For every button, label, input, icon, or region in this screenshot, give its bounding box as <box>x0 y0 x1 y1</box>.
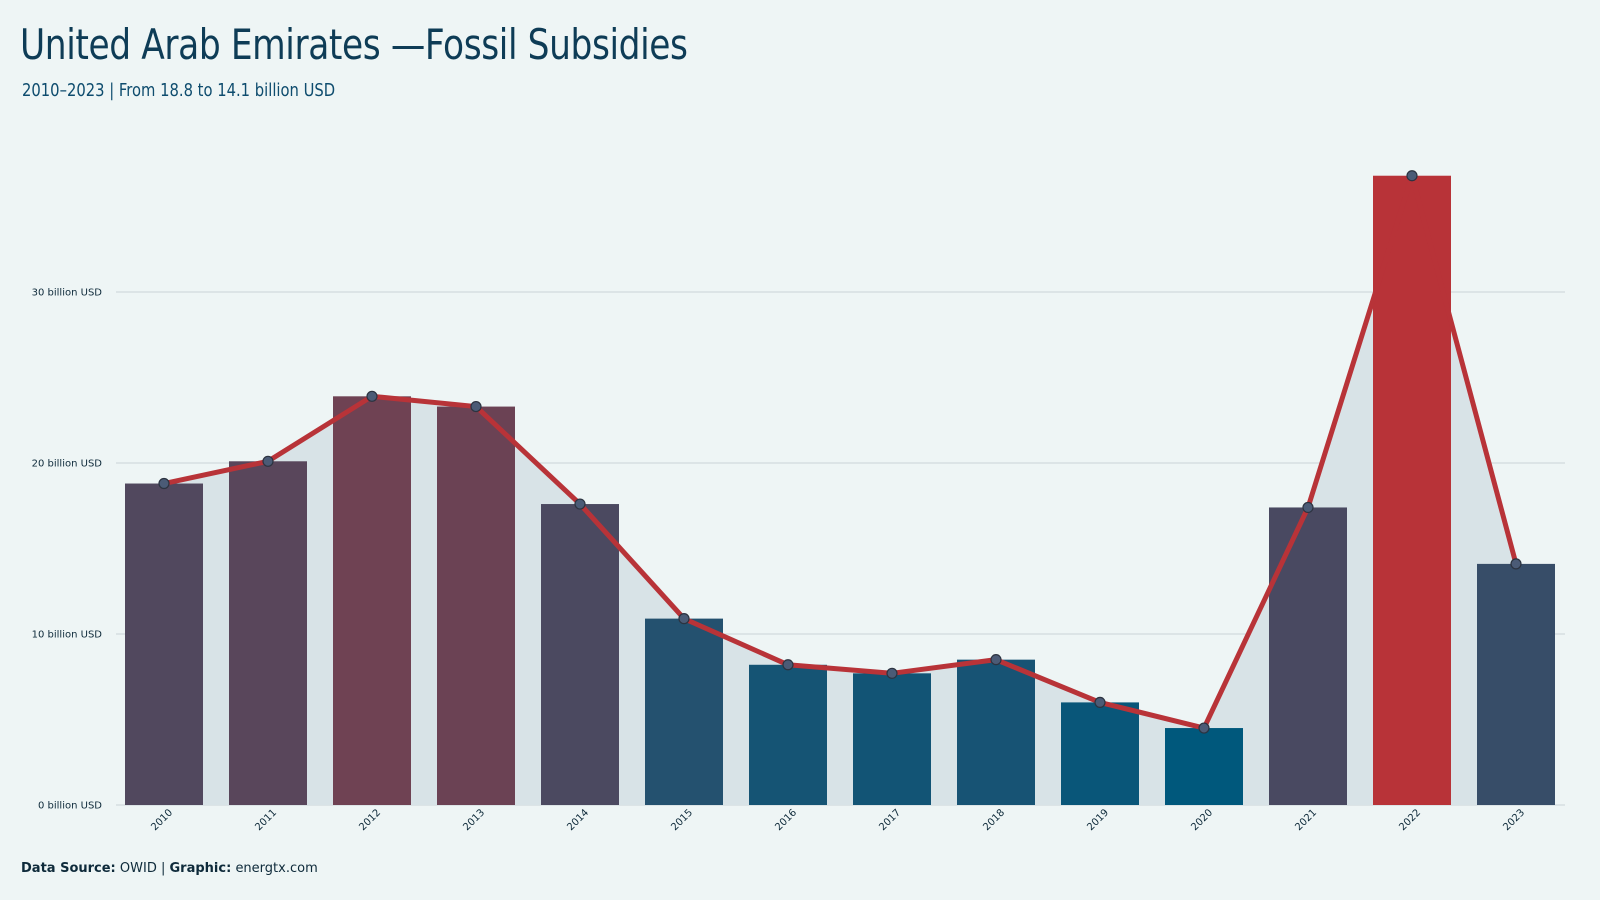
bar-2023 <box>1477 563 1555 805</box>
bar-2018 <box>957 659 1035 805</box>
x-tick-label: 2015 <box>669 807 695 833</box>
footer-credit: Data Source: OWID | Graphic: energtx.com <box>21 861 318 876</box>
bar-2021 <box>1269 507 1347 805</box>
x-axis-ticks: 2010 2011 2012 2013 2014 2015 2016 2017 2018 2019… <box>149 807 1527 833</box>
x-tick-label: 2017 <box>877 807 903 833</box>
bar-2019 <box>1061 702 1139 805</box>
point-2014 <box>574 498 586 510</box>
point-2023 <box>1510 558 1522 570</box>
bar-2012 <box>333 396 411 805</box>
point-2018 <box>990 654 1002 666</box>
x-tick-label: 2014 <box>565 807 591 833</box>
point-2020 <box>1198 722 1210 734</box>
point-2016 <box>782 659 794 671</box>
y-tick-label: 20 billion USD <box>32 459 103 470</box>
bar-2015 <box>645 618 723 805</box>
x-tick-label: 2022 <box>1397 807 1423 833</box>
bar-2020 <box>1165 728 1243 805</box>
bar-2017 <box>853 673 931 805</box>
bar-2016 <box>749 664 827 805</box>
bar-2010 <box>125 483 203 805</box>
trend-polyline <box>161 173 1519 731</box>
footer-separator: | <box>160 861 166 876</box>
y-tick-label: 10 billion USD <box>32 630 103 641</box>
chart-title: United Arab Emirates —Fossil Subsidies <box>20 20 688 69</box>
bar-2013 <box>437 406 515 805</box>
x-tick-label: 2013 <box>461 807 487 833</box>
x-tick-label: 2020 <box>1189 807 1215 833</box>
y-axis-ticks: 0 billion USD 10 billion USD 20 billion US… <box>32 288 103 812</box>
point-2015 <box>678 613 690 625</box>
point-2011 <box>262 455 274 467</box>
x-tick-label: 2016 <box>773 807 799 833</box>
y-tick-label: 0 billion USD <box>38 801 102 812</box>
point-2013 <box>470 400 482 413</box>
trend-line <box>161 173 1519 731</box>
x-tick-label: 2021 <box>1293 807 1319 833</box>
bar-2014 <box>541 504 619 805</box>
graphic-label: Graphic: <box>169 861 232 876</box>
point-2012 <box>366 390 378 402</box>
bars <box>125 175 1555 806</box>
chart-subtitle: 2010–2023 | From 18.8 to 14.1 billion US… <box>22 80 336 101</box>
y-tick-label: 30 billion USD <box>32 288 103 299</box>
x-tick-label: 2019 <box>1085 807 1111 833</box>
source-value: OWID <box>119 861 157 876</box>
source-label: Data Source: <box>21 861 116 876</box>
point-2022 <box>1406 170 1418 182</box>
x-tick-label: 2010 <box>149 807 175 833</box>
markers <box>158 170 1522 734</box>
x-tick-label: 2012 <box>357 807 383 833</box>
point-2021 <box>1302 501 1314 514</box>
point-2010 <box>158 477 170 490</box>
point-2019 <box>1094 696 1106 709</box>
x-tick-label: 2023 <box>1501 807 1527 833</box>
x-tick-label: 2011 <box>253 807 279 833</box>
bar-2011 <box>229 461 307 805</box>
graphic-value: energtx.com <box>235 861 318 876</box>
point-2017 <box>886 667 898 679</box>
x-tick-label: 2018 <box>981 807 1007 833</box>
